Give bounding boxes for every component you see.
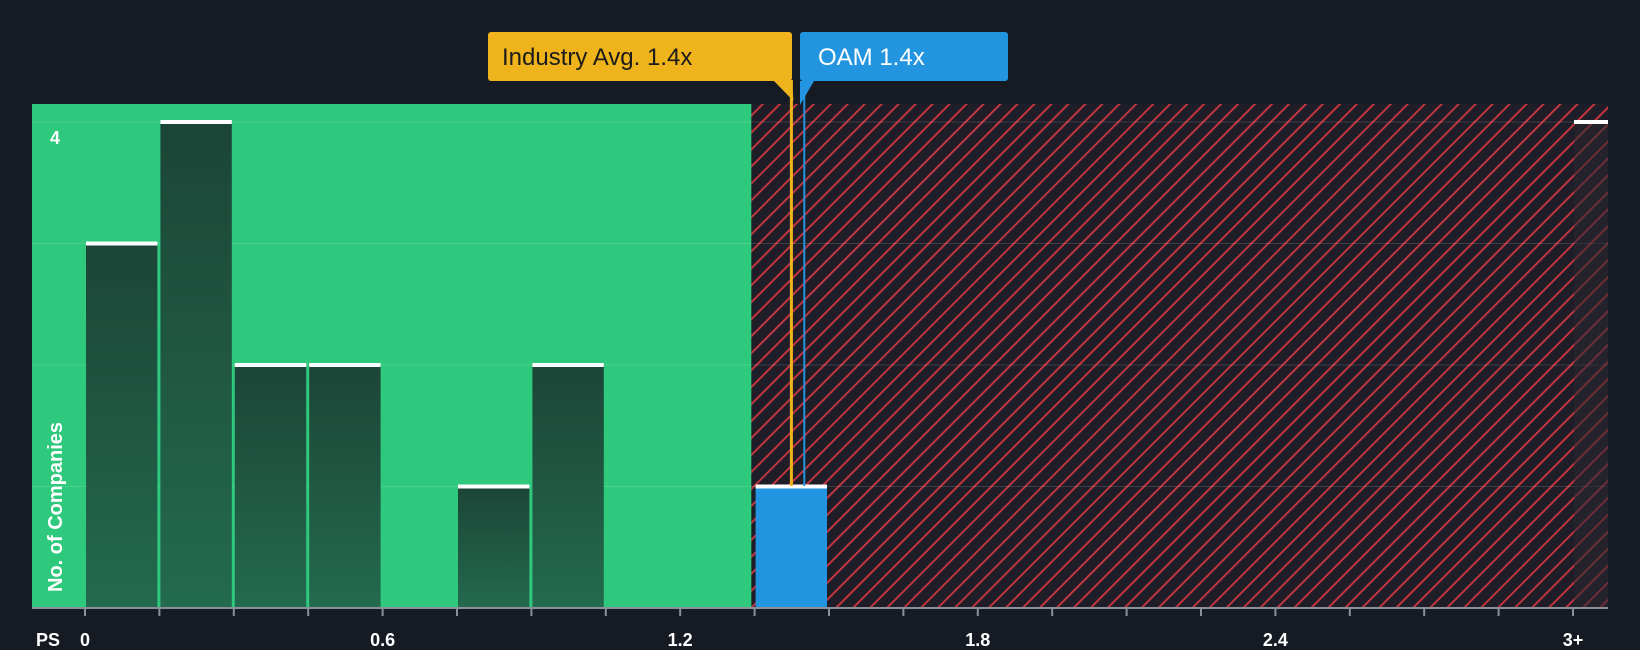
- x-tick-label: 1.8: [965, 630, 990, 650]
- y-tick-label: 4: [50, 128, 60, 148]
- industry-avg-callout-label: Industry Avg. 1.4x: [502, 44, 692, 71]
- company-callout-pointer: [800, 81, 814, 105]
- industry-avg-callout-pointer: [774, 81, 794, 101]
- x-tick-label: 0: [80, 630, 90, 650]
- company-callout: [800, 32, 1008, 81]
- x-tick-label: 3+: [1563, 630, 1584, 650]
- x-tick-label: 0.6: [370, 630, 395, 650]
- x-tick-label: 1.2: [668, 630, 693, 650]
- histogram-bar: [1574, 122, 1608, 608]
- bar-cap: [160, 120, 232, 124]
- callouts: Industry Avg. 1.4x OAM 1.4x: [488, 32, 1008, 105]
- x-axis-ticks: 0 0.6 1.2 1.8 2.4 3+: [80, 608, 1583, 650]
- x-axis-label: PS: [36, 630, 60, 650]
- histogram-bar: [458, 486, 530, 608]
- bar-cap: [755, 484, 827, 489]
- markers: [789, 80, 806, 486]
- histogram-bar: [234, 365, 307, 608]
- bar-cap: [458, 484, 530, 489]
- histogram-bar: [532, 365, 604, 608]
- bar-cap: [86, 241, 158, 246]
- industry-avg-callout: [488, 32, 792, 81]
- y-axis-ticks: 4: [50, 128, 60, 148]
- bar-cap: [1574, 120, 1608, 124]
- company-callout-label: OAM 1.4x: [818, 44, 925, 71]
- overvalued-zone: [751, 104, 1608, 608]
- bar-cap: [532, 363, 604, 367]
- bar-cap: [309, 363, 381, 367]
- histogram-bar: [309, 365, 381, 608]
- y-axis-label: No. of Companies: [45, 422, 67, 592]
- histogram-bar: [755, 486, 827, 608]
- histogram-bar: [86, 243, 158, 608]
- bars: [86, 120, 1608, 608]
- bar-cap: [234, 363, 307, 367]
- x-tick-label: 2.4: [1263, 630, 1288, 650]
- histogram-bar: [160, 122, 232, 608]
